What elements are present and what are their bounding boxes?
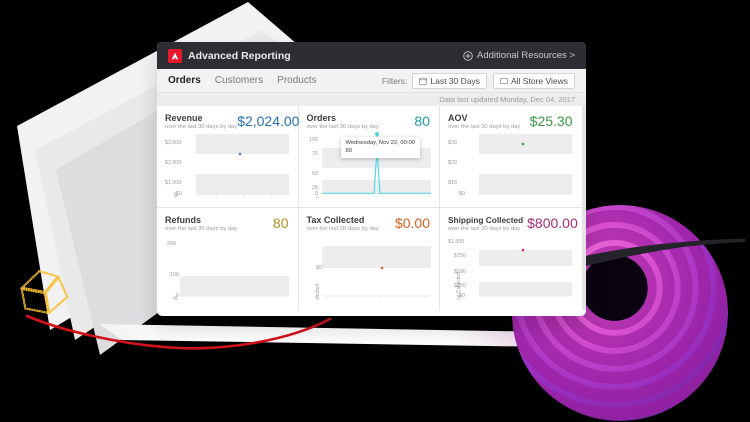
svg-text:100: 100 xyxy=(309,137,318,143)
svg-text:$20: $20 xyxy=(448,160,457,166)
svg-text:$1,000: $1,000 xyxy=(165,180,181,186)
svg-text:Shipping Collected: Shipping Collected xyxy=(456,272,462,300)
svg-text:0: 0 xyxy=(315,191,318,197)
svg-text:75: 75 xyxy=(312,151,318,157)
svg-text:50: 50 xyxy=(312,171,318,177)
svg-text:200: 200 xyxy=(167,241,176,247)
svg-text:Revenue: Revenue xyxy=(173,192,179,198)
svg-text:$10: $10 xyxy=(448,180,457,186)
svg-text:Tax Collected: Tax Collected xyxy=(315,284,321,300)
svg-text:100: 100 xyxy=(170,272,179,278)
svg-text:$0: $0 xyxy=(316,265,322,271)
svg-text:$30: $30 xyxy=(448,140,457,146)
svg-text:$1,500: $1,500 xyxy=(448,239,464,245)
svg-text:$3,000: $3,000 xyxy=(165,140,181,146)
svg-text:$0: $0 xyxy=(459,191,465,197)
svg-text:$750: $750 xyxy=(454,253,466,259)
svg-text:$2,000: $2,000 xyxy=(165,160,181,166)
svg-text:Refunds: Refunds xyxy=(173,295,179,300)
